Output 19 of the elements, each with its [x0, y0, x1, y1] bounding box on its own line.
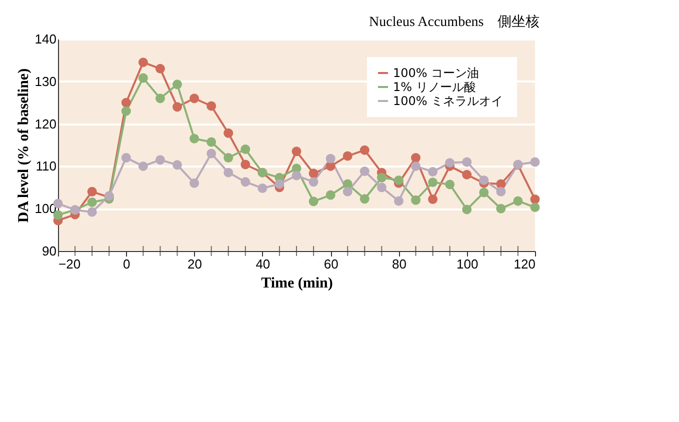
y-tick-label: 90: [42, 244, 56, 258]
y-tick-label: 140: [34, 32, 56, 46]
x-tick-label: 80: [392, 256, 406, 272]
x-tick-label: 120: [514, 256, 536, 272]
chart-title: Nucleus Accumbens 側坐核: [369, 14, 540, 30]
legend-label: 100% ミネラルオイ: [393, 94, 504, 108]
x-tick-label: 0: [123, 256, 130, 272]
x-tick-label: 100: [456, 256, 478, 272]
x-tick-label: −20: [58, 256, 81, 272]
x-axis-title: Time (min): [261, 276, 333, 292]
x-tick-label: 60: [324, 256, 338, 272]
y-tick-label: 110: [36, 158, 56, 174]
x-tick-label: 20: [188, 256, 202, 272]
legend-label: 100% コーン油: [393, 66, 480, 80]
x-tick-label: 40: [256, 256, 270, 272]
y-tick-label: 120: [34, 116, 56, 132]
legend-label: 1% リノール酸: [393, 80, 476, 94]
y-axis-title: DA level (% of baseline): [16, 68, 32, 223]
y-tick-label: 130: [34, 74, 56, 89]
